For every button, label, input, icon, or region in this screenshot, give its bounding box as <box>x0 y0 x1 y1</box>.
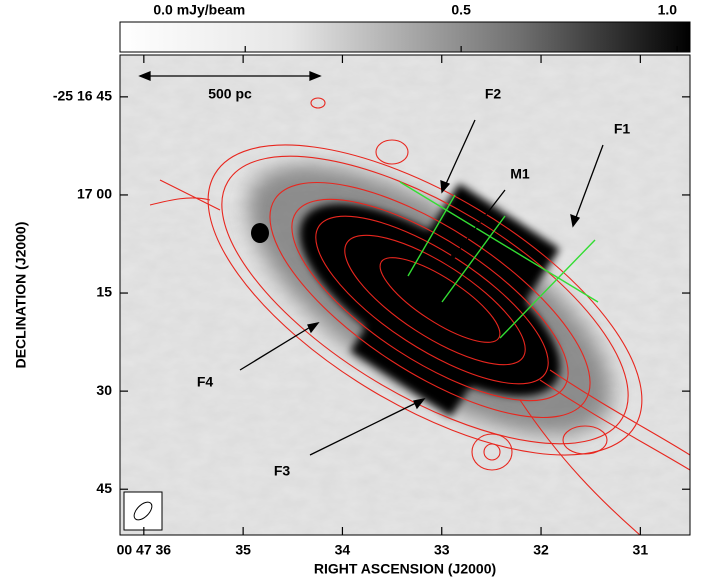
x-tick-label: 34 <box>335 542 351 558</box>
image <box>120 55 690 535</box>
colorbar <box>119 21 691 53</box>
galaxy-core <box>350 183 560 417</box>
y-tick-label: 17 00 <box>77 186 112 202</box>
annotation: F2 <box>485 86 502 102</box>
slit-lines <box>399 181 599 339</box>
beam <box>123 491 163 531</box>
annotation: F3 <box>274 463 291 479</box>
x-tick-label: 33 <box>434 542 450 558</box>
arrows <box>138 71 604 456</box>
x-tick-label: 31 <box>633 542 649 558</box>
x-tick-label: 00 47 36 <box>117 542 172 558</box>
contours <box>149 97 690 535</box>
x-tick-label: 32 <box>533 542 549 558</box>
y-tick-label: 30 <box>96 382 112 398</box>
colorbar-ramp <box>119 21 691 53</box>
y-tick-label: 45 <box>96 480 112 496</box>
frame <box>119 54 691 536</box>
colorbar-tick-label: 0.5 <box>451 2 471 18</box>
colorbar-tick-label: 0.0 mJy/beam <box>153 2 245 18</box>
colorbar-tick-label: 1.0 <box>658 2 678 18</box>
annotation: F1 <box>614 121 631 137</box>
blob <box>251 223 269 243</box>
scale-bar-label: 500 pc <box>208 86 252 102</box>
y-axis-label: DECLINATION (J2000) <box>13 222 29 369</box>
y-tick-label: -25 16 45 <box>53 88 112 104</box>
annotation: F4 <box>197 374 214 390</box>
y-tick-label: 15 <box>96 284 112 300</box>
x-tick-label: 35 <box>235 542 251 558</box>
x-axis-label: RIGHT ASCENSION (J2000) <box>314 561 496 577</box>
annotation: M1 <box>510 166 530 182</box>
